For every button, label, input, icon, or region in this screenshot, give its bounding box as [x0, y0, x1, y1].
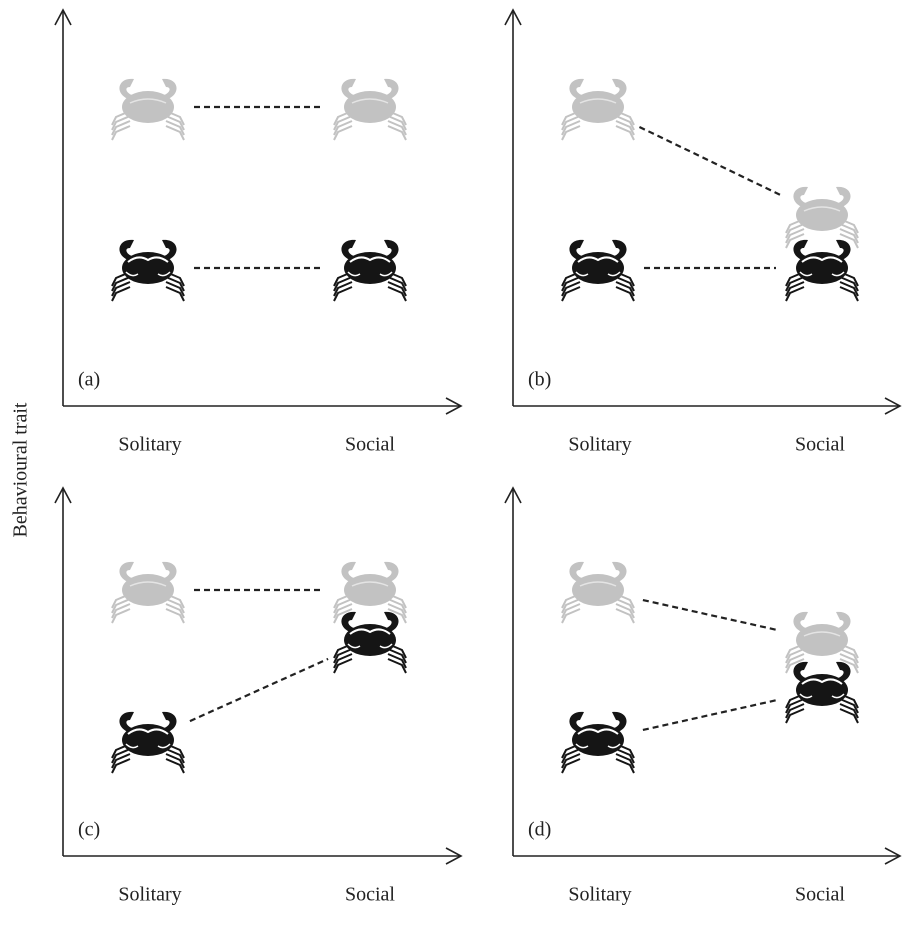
crab-icon: [112, 240, 184, 301]
y-axis-label: Behavioural trait: [10, 402, 32, 537]
crab-icon: [334, 240, 406, 301]
crab-body: [572, 724, 624, 756]
crab-body: [122, 91, 174, 123]
crab-icon: [112, 79, 184, 140]
x-label: Solitary: [568, 434, 631, 456]
crab-body: [122, 574, 174, 606]
crab-body: [344, 624, 396, 656]
panel: (d) Solitary Social: [513, 488, 900, 906]
crab-body: [796, 199, 848, 231]
crab-icon: [562, 562, 634, 623]
panel: (c) Solitary Social: [63, 488, 461, 906]
crab-icon: [562, 79, 634, 140]
panel-label: (b): [528, 369, 551, 391]
x-label: Solitary: [568, 884, 631, 906]
crab-icon: [112, 562, 184, 623]
crab-body: [572, 91, 624, 123]
panel-label: (a): [78, 369, 100, 391]
crab-icon: [786, 662, 858, 723]
x-label: Solitary: [118, 434, 181, 456]
panel: (b) Solitary Social: [513, 10, 900, 456]
x-label: Social: [795, 434, 845, 456]
crab-body: [122, 252, 174, 284]
crab-body: [796, 674, 848, 706]
crab-icon: [786, 612, 858, 673]
crab-icon: [562, 240, 634, 301]
crab-body: [796, 252, 848, 284]
x-label: Social: [345, 434, 395, 456]
crab-body: [344, 574, 396, 606]
crab-icon: [786, 187, 858, 248]
figure: Behavioural trait (a) Solitary Social (b) So…: [0, 0, 902, 939]
dashed-link: [639, 127, 780, 195]
dashed-link: [190, 659, 328, 721]
crab-icon: [562, 712, 634, 773]
crab-icon: [786, 240, 858, 301]
crab-icon: [334, 562, 406, 623]
dashed-link: [643, 600, 777, 630]
crab-body: [572, 252, 624, 284]
crab-body: [122, 724, 174, 756]
panel: (a) Solitary Social: [63, 10, 461, 456]
x-label: Social: [795, 884, 845, 906]
crab-body: [796, 624, 848, 656]
crab-icon: [334, 612, 406, 673]
crab-icon: [112, 712, 184, 773]
x-label: Social: [345, 884, 395, 906]
crab-body: [344, 252, 396, 284]
dashed-link: [643, 700, 777, 730]
x-label: Solitary: [118, 884, 181, 906]
crab-body: [572, 574, 624, 606]
crab-icon: [334, 79, 406, 140]
panel-label: (d): [528, 819, 551, 841]
panel-label: (c): [78, 819, 100, 841]
crab-body: [344, 91, 396, 123]
